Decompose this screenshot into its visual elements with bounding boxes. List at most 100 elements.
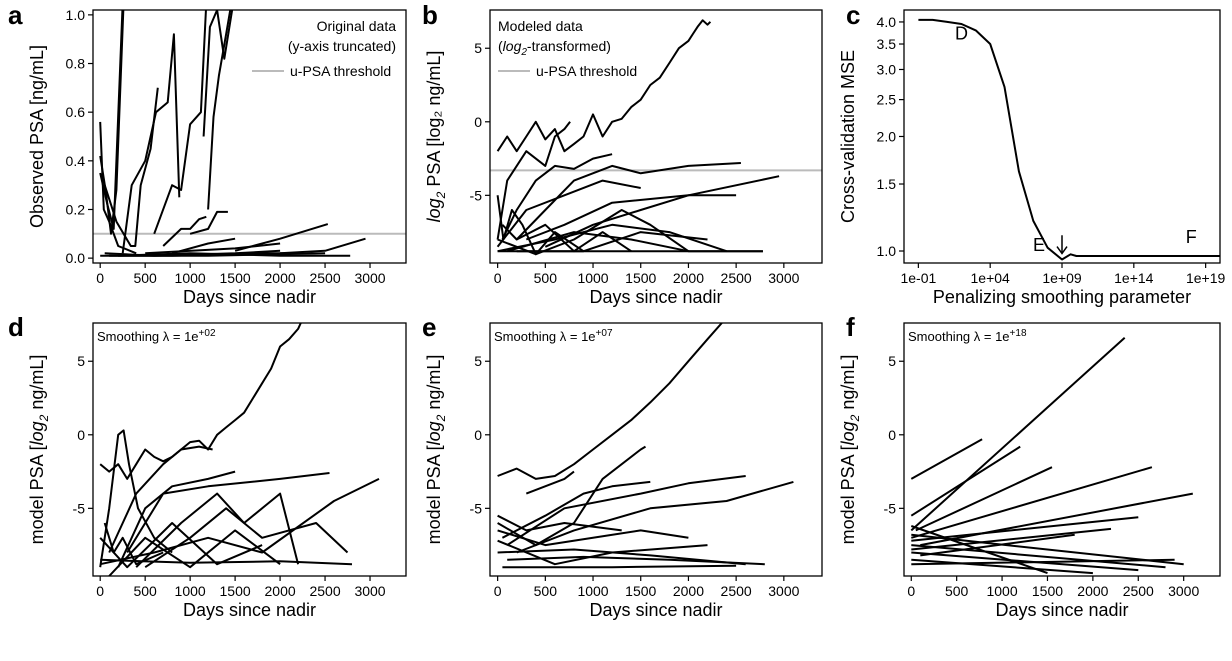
panel-f: 0 500 1000 1500 2000 2500 3000 -5 0 5 Days since n… [838,323,1220,620]
panel-letter-f: f [846,312,855,342]
panel-a-ytick-label-4: 0.8 [66,56,86,72]
panel-e-xtick-label-6: 3000 [768,583,799,599]
panel-e-xtick-label-3: 1500 [625,583,656,599]
panel-d-xtick-label-4: 2000 [265,583,296,599]
panel-a-annotation-1: Original data [317,18,397,34]
panel-letter-a: a [8,0,23,30]
panel-c-annotation-D: D [955,23,968,43]
panel-b-xtick-label-5: 2500 [721,270,752,286]
panel-a-xtick-label-0: 0 [96,270,104,286]
panel-e: 0 500 1000 1500 2000 2500 3000 -5 0 5 Days since n… [424,323,822,620]
panel-d-series-group [100,323,379,576]
panel-a-series-5 [154,3,206,234]
panel-f-xtick-label-1: 500 [945,583,969,599]
panel-c-ytick-label-5: 3.5 [877,36,897,52]
panel-a-xtick-label-4: 2000 [265,270,296,286]
panel-b-xtick-label-4: 2000 [673,270,704,286]
panel-f-ylabel: model PSA [log2 ng/mL] [838,355,862,545]
panel-d-ytick-label-1: 0 [77,427,85,443]
panel-c-ytick-label-3: 2.5 [877,92,897,108]
panel-f-xtick-label-3: 1500 [1032,583,1063,599]
panel-d: 0 500 1000 1500 2000 2500 3000 -5 0 5 Days since n… [27,323,406,620]
panel-f-ytick-label-2: 5 [888,353,896,369]
panel-d-series-8 [109,530,280,576]
panel-c-series-group [918,20,1220,260]
panel-b: 0 500 1000 1500 2000 2500 3000 -5 0 5 Days since n… [424,10,822,307]
panel-e-ytick-label-1: 0 [474,427,482,443]
panel-c-xtick-label-3: 1e+14 [1114,270,1154,286]
panel-f-xtick-label-2: 1000 [986,583,1017,599]
panel-d-xtick-label-1: 500 [133,583,157,599]
panel-d-ytick-label-0: -5 [73,500,86,516]
panel-e-series-11 [502,566,736,568]
panel-b-xtick-label-6: 3000 [768,270,799,286]
panel-c: 1e-01 1e+04 1e+09 1e+14 1e+191.01.52.02.53.0… [838,10,1226,307]
panel-f-xtick-label-5: 2500 [1123,583,1154,599]
panel-a-series-13 [280,239,365,254]
panel-d-xtick-label-0: 0 [96,583,104,599]
panel-f-series-0 [911,338,1124,531]
panel-a-annotation-2: (y-axis truncated) [288,38,396,54]
panel-f-xlabel: Days since nadir [995,600,1128,620]
panel-c-ytick-label-6: 4.0 [877,14,897,30]
panel-b-annotation-2: (log2-transformed) [498,38,611,58]
panel-e-xtick-label-2: 1000 [577,583,608,599]
panel-e-xtick-label-5: 2500 [721,583,752,599]
panel-a-xtick-label-1: 500 [133,270,157,286]
panel-d-frame [93,323,406,576]
panel-f-frame [904,323,1220,576]
panel-a-xtick-label-6: 3000 [354,270,385,286]
panel-f-smoothing-label: Smoothing λ = 1e+18 [908,328,1027,344]
panel-e-xtick-label-1: 500 [534,583,558,599]
panel-f-series-1 [911,439,982,479]
panel-f-ytick-label-1: 0 [888,427,896,443]
panel-c-frame [904,10,1220,263]
panel-b-series-group [498,20,779,254]
panel-c-ytick-label-0: 1.0 [877,243,897,259]
panel-e-series-4 [517,482,794,553]
panel-letter-b: b [422,0,438,30]
panel-a-ytick-label-2: 0.4 [66,153,86,169]
panel-c-ylabel: Cross-validation MSE [838,50,858,223]
panel-f-series-group [911,338,1193,573]
panel-f-ytick-label-0: -5 [884,500,897,516]
panel-c-annotation-E: E [1033,235,1045,255]
panel-c-series-0 [918,20,1220,260]
panel-c-xtick-label-2: 1e+09 [1042,270,1082,286]
panel-a-ylabel: Observed PSA [ng/mL] [27,45,47,228]
panel-a-xtick-label-2: 1000 [175,270,206,286]
panel-e-xlabel: Days since nadir [589,600,722,620]
panel-b-ytick-label-2: 5 [474,40,482,56]
panel-letter-e: e [422,312,436,342]
panel-e-series-0 [498,323,722,479]
panel-c-ytick-label-1: 1.5 [877,176,897,192]
panel-d-ylabel: model PSA [log2 ng/mL] [27,355,51,545]
panel-d-xtick-label-2: 1000 [175,583,206,599]
panel-a-legend-label: u-PSA threshold [290,63,391,79]
panel-a-ytick-label-1: 0.2 [66,201,86,217]
panel-e-xtick-label-4: 2000 [673,583,704,599]
panel-d-ytick-label-2: 5 [77,353,85,369]
panel-a-ytick-label-0: 0.0 [66,250,86,266]
panel-b-ytick-label-1: 0 [474,114,482,130]
panel-a-xtick-label-5: 2500 [309,270,340,286]
panel-letter-c: c [846,0,860,30]
panel-f-series-4 [911,467,1152,538]
panel-e-ylabel: model PSA [log2 ng/mL] [424,355,448,545]
panel-e-xtick-label-0: 0 [494,583,502,599]
panel-d-series-0 [100,323,301,479]
panel-c-xtick-label-4: 1e+19 [1186,270,1226,286]
panel-b-ytick-label-0: -5 [470,187,483,203]
panel-c-annotation-F: F [1186,227,1197,247]
panel-a-xlabel: Days since nadir [183,287,316,307]
panel-e-frame [490,323,822,576]
panel-e-ytick-label-0: -5 [470,500,483,516]
panel-e-series-group [498,323,794,567]
panel-c-ytick-label-4: 3.0 [877,61,897,77]
panel-c-ytick-label-2: 2.0 [877,128,897,144]
panel-d-xlabel: Days since nadir [183,600,316,620]
panel-b-xtick-label-3: 1500 [625,270,656,286]
panel-b-xlabel: Days since nadir [589,287,722,307]
panel-b-xtick-label-1: 500 [534,270,558,286]
